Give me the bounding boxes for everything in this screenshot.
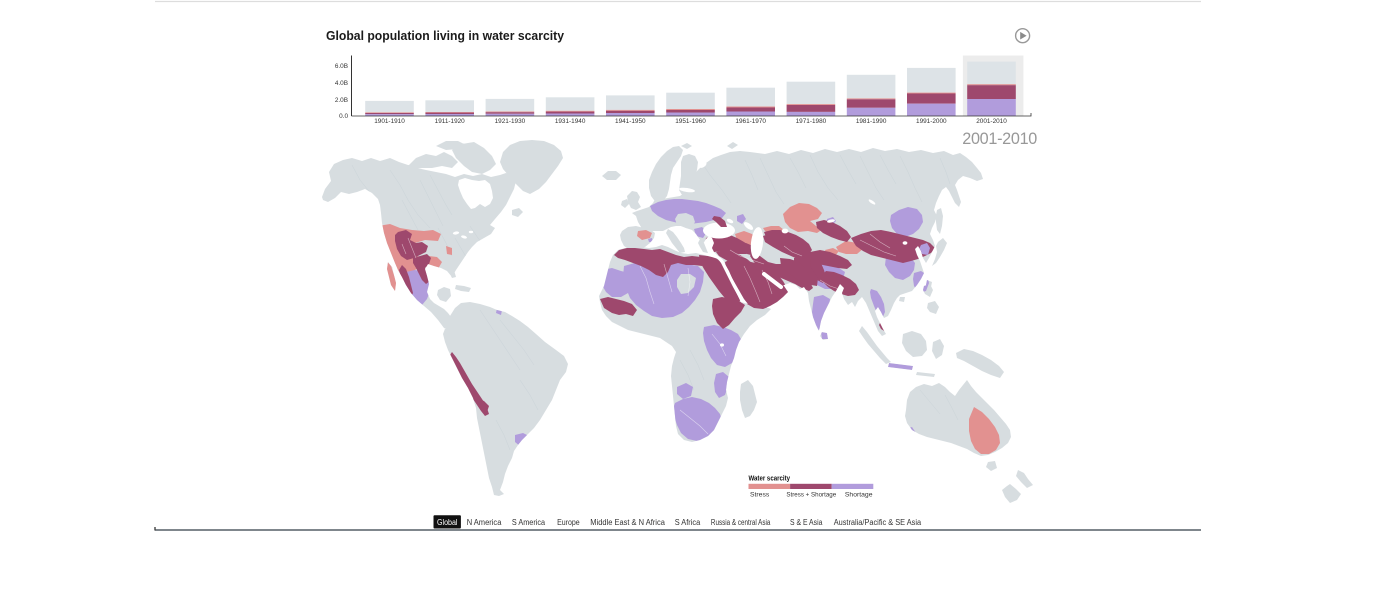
svg-text:Global population living in wa: Global population living in water scarci… <box>326 28 565 43</box>
svg-text:1921-1930: 1921-1930 <box>495 118 526 125</box>
svg-text:1991-2000: 1991-2000 <box>916 118 947 125</box>
svg-text:1901-1910: 1901-1910 <box>374 118 405 125</box>
svg-text:Global: Global <box>437 518 458 527</box>
svg-text:1981-1990: 1981-1990 <box>856 118 887 125</box>
svg-text:1961-1970: 1961-1970 <box>735 118 766 125</box>
svg-text:S & E Asia: S & E Asia <box>790 518 823 527</box>
svg-text:Australia/Pacific & SE Asia: Australia/Pacific & SE Asia <box>834 518 922 527</box>
svg-text:Shortage: Shortage <box>845 492 873 499</box>
svg-text:2001-2010: 2001-2010 <box>976 118 1007 125</box>
svg-text:4.0B: 4.0B <box>335 80 348 87</box>
svg-text:0.0: 0.0 <box>339 113 348 120</box>
svg-text:N America: N America <box>467 518 502 527</box>
svg-text:1951-1960: 1951-1960 <box>675 118 706 125</box>
svg-text:S Africa: S Africa <box>675 518 701 527</box>
svg-text:Russia & central Asia: Russia & central Asia <box>711 518 771 527</box>
svg-text:2001-2010: 2001-2010 <box>962 130 1037 148</box>
svg-text:2.0B: 2.0B <box>335 97 348 104</box>
svg-text:1941-1950: 1941-1950 <box>615 118 646 125</box>
svg-text:Water scarcity: Water scarcity <box>749 474 791 483</box>
svg-text:6.0B: 6.0B <box>335 63 348 70</box>
svg-text:Stress: Stress <box>750 492 770 499</box>
svg-text:1971-1980: 1971-1980 <box>796 118 827 125</box>
svg-text:Europe: Europe <box>557 518 580 527</box>
svg-text:Middle East & N Africa: Middle East & N Africa <box>590 518 665 527</box>
svg-text:1911-1920: 1911-1920 <box>435 118 466 125</box>
svg-text:S America: S America <box>512 518 546 527</box>
svg-text:1931-1940: 1931-1940 <box>555 118 586 125</box>
svg-text:Stress + Shortage: Stress + Shortage <box>786 492 836 499</box>
